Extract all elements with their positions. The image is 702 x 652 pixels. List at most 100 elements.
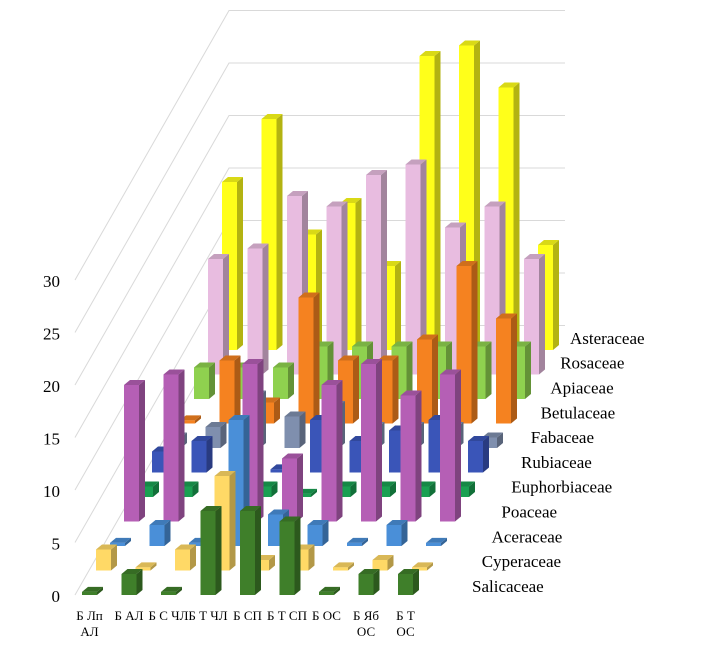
bar (149, 525, 165, 546)
bar-top (338, 355, 359, 361)
bar-top (282, 453, 303, 459)
bar-top (222, 177, 243, 182)
bar-side (223, 254, 229, 375)
bar (310, 420, 325, 473)
bar (400, 395, 416, 522)
bar (326, 206, 342, 375)
bar (361, 364, 376, 522)
bar-top (200, 506, 222, 511)
bar-top (194, 362, 215, 368)
bar (254, 560, 269, 571)
legend-label: Rosaceae (560, 354, 624, 373)
bar-top (412, 562, 433, 568)
bar-side (441, 537, 447, 546)
bar (386, 525, 402, 546)
bar (175, 549, 190, 571)
bar-top (524, 254, 545, 259)
bar-top (372, 555, 394, 560)
bar (82, 591, 97, 595)
bar-top (319, 586, 340, 592)
bar (307, 525, 323, 546)
bar (135, 567, 151, 571)
bar-side (362, 537, 368, 546)
bar-top (307, 520, 329, 525)
bar (333, 567, 348, 571)
grid-line (74, 115, 565, 386)
bar (468, 441, 483, 473)
x-tick-label: Б Яб ОС (353, 608, 379, 639)
bar-top (273, 362, 294, 368)
bar-top (405, 159, 427, 165)
bar-top (163, 369, 185, 375)
bar (349, 441, 365, 473)
bar-side (220, 422, 227, 448)
legend-label: Betulaceae (541, 403, 616, 422)
bar-top (496, 313, 517, 319)
bar-side (215, 506, 222, 595)
bar-side (401, 520, 408, 546)
bar (319, 591, 334, 595)
bar (284, 416, 300, 448)
bar (296, 493, 311, 497)
bar (96, 549, 111, 571)
x-tick-label: Б АЛ (114, 608, 144, 623)
bar (121, 574, 137, 595)
bar (426, 542, 441, 546)
bar-top (247, 243, 269, 249)
bar (138, 486, 153, 497)
bar-top (361, 359, 382, 364)
bar-side (125, 537, 131, 546)
grid-line (74, 10, 565, 281)
y-tick-label: 25 (43, 324, 60, 343)
bar-top (214, 471, 236, 476)
bar-side (274, 397, 280, 424)
bar-side (136, 569, 143, 595)
bar-side (111, 544, 117, 571)
bar-top (298, 292, 320, 298)
bar-side (299, 411, 306, 448)
bar (200, 511, 216, 595)
y-tick-label: 20 (43, 377, 60, 396)
bar-side (237, 177, 243, 350)
bar (484, 206, 500, 375)
bar-side (455, 369, 461, 522)
bar-side (139, 380, 145, 522)
bar (161, 591, 176, 595)
bar-top (228, 415, 250, 420)
bar-top (191, 436, 213, 441)
legend-label: Poaceae (501, 503, 557, 522)
bar (482, 437, 497, 448)
bar-side (429, 481, 436, 497)
bar-top (279, 516, 301, 522)
bar-side (427, 562, 433, 571)
bar (398, 574, 413, 595)
bar-side (195, 415, 201, 424)
bar-side (341, 201, 348, 375)
bar-side (336, 380, 343, 522)
bar-side (269, 555, 275, 571)
x-tick-label: Б Т ЧЛ (188, 608, 228, 623)
bar-top (242, 359, 264, 364)
bar-side (511, 313, 517, 424)
bar-top (180, 415, 201, 421)
bar-top (484, 201, 506, 207)
bar-top (445, 222, 466, 228)
bar-top (175, 544, 196, 550)
bar-top (417, 334, 438, 340)
legend-label: Salicaceae (472, 577, 544, 596)
bar-side (353, 355, 359, 424)
bar-top (149, 520, 171, 525)
bar-side (420, 159, 427, 375)
bar-top (391, 341, 413, 347)
y-tick-label: 0 (52, 587, 61, 606)
bar-side (311, 488, 317, 497)
bar (124, 385, 139, 522)
bar-top (326, 201, 348, 207)
bar (428, 420, 444, 473)
bar-side (525, 341, 531, 399)
bar-side (150, 562, 157, 571)
bar-side (164, 520, 171, 546)
bar (298, 297, 314, 424)
bar (273, 367, 288, 399)
